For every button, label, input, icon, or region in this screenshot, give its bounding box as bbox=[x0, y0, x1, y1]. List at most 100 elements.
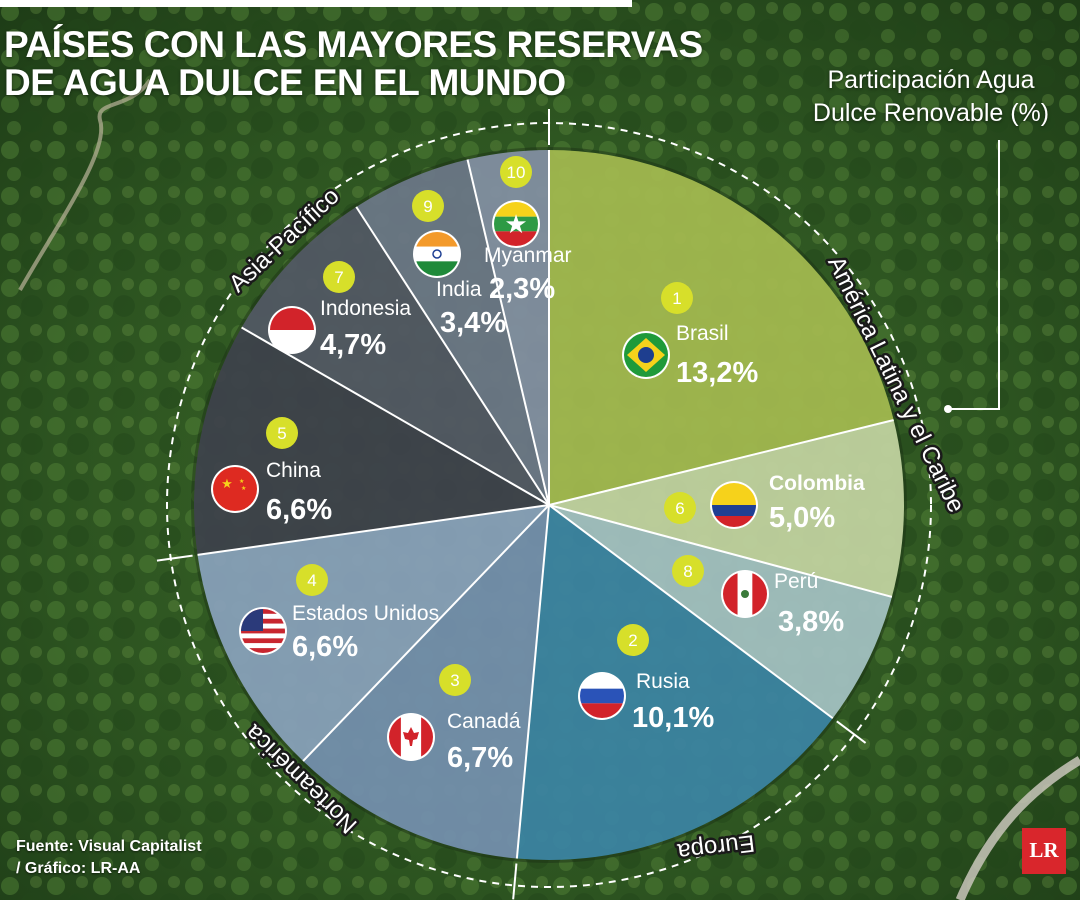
rank-number: 4 bbox=[307, 571, 316, 590]
share-value: 6,6% bbox=[292, 631, 358, 663]
chart-title: PAÍSES CON LAS MAYORES RESERVAS DE AGUA … bbox=[4, 26, 703, 102]
divider-line bbox=[515, 504, 550, 859]
rank-badge: 9 bbox=[412, 190, 444, 222]
flag-russia-icon bbox=[578, 672, 626, 720]
rank-badge: 7 bbox=[323, 261, 355, 293]
region-tick bbox=[512, 863, 518, 900]
flag-indonesia-icon bbox=[268, 306, 316, 354]
slice-label-brasil: 1 Brasil 13,2% bbox=[622, 282, 758, 389]
country-name: Perú bbox=[774, 570, 818, 593]
source-line-1: Fuente: Visual Capitalist bbox=[16, 838, 202, 855]
pie-slice-china bbox=[193, 327, 550, 555]
slice-label-canada: 3 Canadá 6,7% bbox=[387, 664, 521, 774]
flag-myanmar-icon: ★ bbox=[492, 200, 540, 248]
chart-title-line-2: DE AGUA DULCE EN EL MUNDO bbox=[4, 62, 566, 103]
slice-label-colombia: 6 Colombia 5,0% bbox=[664, 472, 865, 534]
flag-india-icon bbox=[413, 230, 461, 278]
source-note: Fuente: Visual Capitalist / Gráfico: LR-… bbox=[16, 836, 202, 880]
share-value: 13,2% bbox=[676, 357, 758, 389]
pie-slice-indonesia bbox=[241, 206, 549, 505]
divider-line bbox=[548, 504, 834, 720]
slice-labels: 1 Brasil 13,2% 6 Colombia 5,0% 8 Perú 3,8% 2 Rusia… bbox=[211, 156, 865, 774]
region-tick bbox=[156, 554, 193, 562]
pie-slice-india bbox=[356, 159, 549, 506]
flag-peru-icon bbox=[721, 570, 769, 618]
rank-badge: 2 bbox=[617, 624, 649, 656]
highway-road bbox=[955, 756, 1080, 902]
rank-badge: 4 bbox=[296, 564, 328, 596]
region-separators bbox=[156, 109, 867, 900]
measure-caption-line-1: Participación Agua bbox=[827, 66, 1035, 94]
slice-label-estados-unidos: 4 Estados Unidos 6,6% bbox=[239, 564, 439, 663]
slice-label-rusia: 2 Rusia 10,1% bbox=[578, 624, 714, 734]
rank-number: 10 bbox=[507, 163, 526, 182]
mountain-road bbox=[18, 78, 152, 291]
divider-line bbox=[241, 326, 550, 506]
rank-number: 1 bbox=[672, 289, 681, 308]
share-value: 10,1% bbox=[632, 702, 714, 734]
country-name: Estados Unidos bbox=[292, 602, 439, 625]
pie-slice-brasil bbox=[549, 150, 894, 505]
pie-dividers bbox=[197, 150, 894, 859]
rank-number: 8 bbox=[683, 562, 692, 581]
divider-line bbox=[466, 159, 550, 506]
country-name: Brasil bbox=[676, 322, 729, 345]
slice-label-myanmar: 10 ★ Myanmar 2,3% bbox=[484, 156, 572, 305]
divider-line bbox=[302, 504, 550, 762]
flag-canada-icon bbox=[387, 713, 435, 761]
svg-text:★: ★ bbox=[221, 477, 233, 492]
source-line-2: / Gráfico: LR-AA bbox=[16, 860, 141, 877]
country-name: India bbox=[436, 278, 482, 301]
country-name: Canadá bbox=[447, 710, 521, 733]
rank-badge: 3 bbox=[439, 664, 471, 696]
measure-leader-line bbox=[944, 140, 1000, 413]
divider-line bbox=[197, 504, 550, 556]
share-value: 6,7% bbox=[447, 742, 513, 774]
svg-text:★: ★ bbox=[241, 485, 246, 492]
title-top-rule bbox=[0, 0, 632, 7]
chart-title-line-1: PAÍSES CON LAS MAYORES RESERVAS bbox=[4, 24, 703, 65]
country-name: Rusia bbox=[636, 670, 690, 693]
flag-brazil-icon bbox=[622, 331, 670, 379]
rank-number: 6 bbox=[675, 499, 684, 518]
flag-colombia-icon bbox=[710, 481, 758, 529]
slice-label-indonesia: 7 Indonesia 4,7% bbox=[268, 261, 411, 361]
rank-number: 7 bbox=[334, 268, 343, 287]
svg-text:★: ★ bbox=[504, 210, 527, 240]
country-name: Colombia bbox=[769, 472, 865, 495]
rank-badge: 1 bbox=[661, 282, 693, 314]
pie-slice-rusia bbox=[516, 505, 833, 860]
svg-text:★: ★ bbox=[239, 478, 244, 485]
slice-label-peru: 8 Perú 3,8% bbox=[672, 555, 844, 638]
country-name: China bbox=[266, 459, 321, 482]
share-value: 3,4% bbox=[440, 307, 506, 339]
share-value: 3,8% bbox=[778, 606, 844, 638]
rank-number: 3 bbox=[450, 671, 459, 690]
rank-badge: 10 bbox=[500, 156, 532, 188]
rank-badge: 6 bbox=[664, 492, 696, 524]
country-name: Indonesia bbox=[320, 297, 411, 320]
region-tick bbox=[836, 720, 867, 744]
rank-number: 2 bbox=[628, 631, 637, 650]
pie-slice-peru bbox=[549, 505, 892, 719]
rank-badge: 5 bbox=[266, 417, 298, 449]
lr-logo: LR bbox=[1022, 828, 1066, 874]
measure-caption: Participación Agua Dulce Renovable (%) bbox=[806, 64, 1056, 130]
flag-usa-icon bbox=[239, 607, 287, 655]
rank-badge: 8 bbox=[672, 555, 704, 587]
divider-line bbox=[548, 504, 893, 598]
divider-line bbox=[548, 419, 894, 506]
share-value: 5,0% bbox=[769, 502, 835, 534]
country-name: Myanmar bbox=[484, 244, 572, 267]
rank-number: 5 bbox=[277, 424, 286, 443]
pie-slice-canada bbox=[303, 505, 549, 859]
slice-label-india: 9 India 3,4% bbox=[412, 190, 506, 339]
share-value: 4,7% bbox=[320, 329, 386, 361]
flag-china-icon: ★ ★★ bbox=[211, 465, 259, 513]
rank-number: 9 bbox=[423, 197, 432, 216]
divider-line bbox=[355, 206, 550, 506]
share-value: 2,3% bbox=[489, 273, 555, 305]
